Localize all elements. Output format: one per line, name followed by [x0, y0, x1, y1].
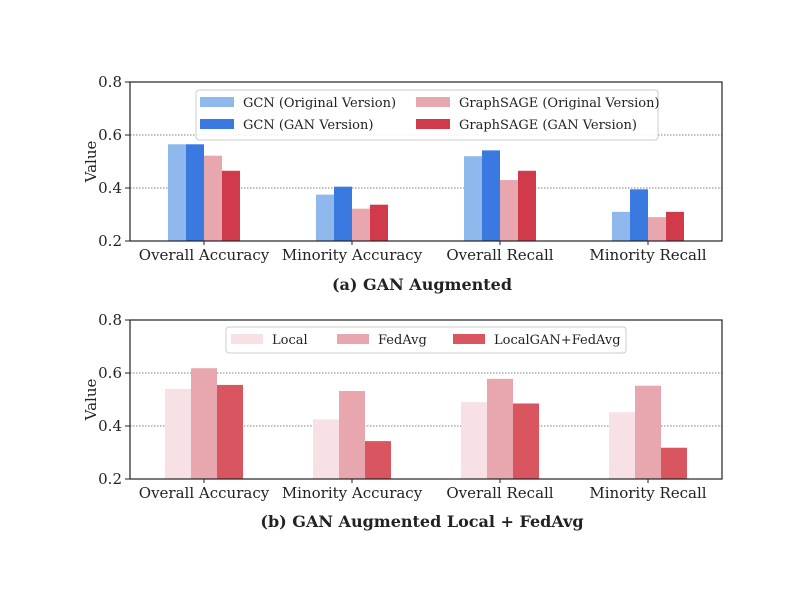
chart-a-xtick-label: Minority Recall — [589, 246, 706, 264]
chart-a-bar — [352, 208, 370, 241]
chart-a-caption: (a) GAN Augmented — [332, 275, 512, 294]
chart-b-bar — [191, 368, 217, 479]
chart-b-bar — [661, 447, 687, 479]
chart-b-bar — [513, 403, 539, 479]
chart-a-bar — [500, 180, 518, 241]
chart-b-bar — [339, 391, 365, 479]
chart-a-legend-label: GraphSAGE (GAN Version) — [459, 118, 637, 133]
chart-a-bar — [334, 186, 352, 241]
chart-b-legend-swatch — [453, 334, 485, 344]
chart-b-ytick-label: 0.4 — [98, 417, 122, 435]
chart-b-xtick-label: Overall Recall — [446, 484, 553, 502]
chart-a-ytick-label: 0.6 — [98, 126, 122, 144]
chart-b-bar — [365, 441, 391, 479]
chart-a-xtick-label: Minority Accuracy — [282, 246, 423, 264]
chart-a-xtick-label: Overall Accuracy — [139, 246, 270, 264]
chart-b-xtick-label: Overall Accuracy — [139, 484, 270, 502]
chart-b-bar — [461, 402, 487, 479]
chart-a-legend-label: GCN (GAN Version) — [243, 118, 373, 133]
chart-a-legend-box — [195, 89, 659, 141]
chart-a-bar — [186, 144, 204, 241]
chart-a-ytick-label: 0.2 — [98, 232, 122, 250]
chart-a-ylabel: Value — [82, 141, 100, 184]
chart-a-bar — [518, 170, 536, 241]
chart-a-legend-swatch — [416, 119, 450, 129]
chart-a-bar — [464, 156, 482, 241]
chart-b-bar — [313, 419, 339, 479]
chart-b-ytick-label: 0.6 — [98, 364, 122, 382]
chart-a-legend-label: GraphSAGE (Original Version) — [459, 96, 660, 111]
chart-a-ytick-label: 0.8 — [98, 73, 122, 91]
chart-a-bar — [482, 150, 500, 241]
chart-a-legend-swatch — [200, 97, 234, 107]
chart-b-bar — [487, 378, 513, 479]
chart-a-legend-label: GCN (Original Version) — [243, 96, 396, 111]
chart-a-bar — [204, 155, 222, 241]
chart-a-bar — [168, 144, 186, 241]
chart-a-xtick-label: Overall Recall — [446, 246, 553, 264]
chart-a-legend-swatch — [200, 119, 234, 129]
chart-b-legend-swatch — [231, 334, 263, 344]
chart-b-legend-label: Local — [272, 333, 308, 348]
chart-b-legend-box — [225, 326, 627, 354]
chart-a-bar — [222, 170, 240, 241]
chart-a-bar — [370, 204, 388, 241]
chart-a-bar — [648, 217, 666, 241]
chart-b-xtick-label: Minority Accuracy — [282, 484, 423, 502]
chart-a-bar — [612, 211, 630, 241]
chart-b-bar — [635, 385, 661, 479]
chart-a-bar — [316, 194, 334, 241]
chart-b-caption: (b) GAN Augmented Local + FedAvg — [260, 512, 583, 531]
chart-a-bar — [630, 189, 648, 241]
chart-b-bar — [609, 412, 635, 479]
chart-b-legend-swatch — [337, 334, 369, 344]
chart-b-legend-label: FedAvg — [378, 333, 427, 348]
chart-b-ytick-label: 0.8 — [98, 311, 122, 329]
chart-b-ytick-label: 0.2 — [98, 470, 122, 488]
chart-b-bar — [165, 388, 191, 479]
chart-a-legend-swatch — [416, 97, 450, 107]
chart-a-bar — [666, 211, 684, 241]
chart-b-bar — [217, 384, 243, 479]
chart-b-xtick-label: Minority Recall — [589, 484, 706, 502]
chart-a-ytick-label: 0.4 — [98, 179, 122, 197]
chart-b-ylabel: Value — [82, 379, 100, 422]
chart-b-plot-frame — [129, 319, 723, 480]
chart-a-plot-frame — [129, 81, 723, 242]
chart-b-legend-label: LocalGAN+FedAvg — [494, 333, 621, 348]
